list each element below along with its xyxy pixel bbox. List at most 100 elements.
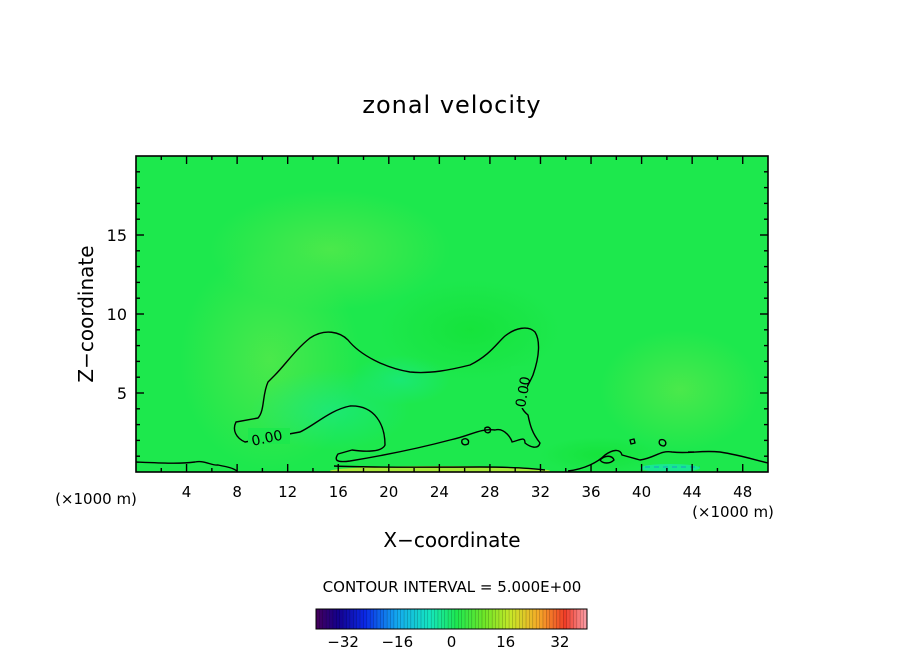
x-tick-label: 16	[329, 483, 348, 501]
colorbar-cell	[512, 609, 517, 629]
colorbar-tick-label: 32	[550, 633, 569, 651]
contour-small-closed-e	[484, 426, 492, 434]
colorbar-cell	[329, 609, 334, 629]
colorbar-cell	[475, 609, 479, 629]
colorbar-cell	[390, 609, 395, 629]
colorbar-cell	[519, 609, 523, 629]
colorbar-cell	[471, 609, 476, 629]
colorbar-cell	[526, 609, 530, 629]
contour-label-left: 0.00	[250, 428, 284, 450]
colorbar-cell	[539, 609, 544, 629]
colorbar-cell	[454, 609, 459, 629]
zero-contours	[136, 327, 768, 472]
colorbar-cell	[332, 609, 337, 629]
x-axis-label: X−coordinate	[383, 528, 520, 552]
colorbar-cell	[481, 609, 486, 629]
x-tick-label: 20	[379, 483, 398, 501]
field-shade-light-right	[600, 330, 760, 450]
tick-marks	[136, 156, 768, 472]
contour-upper-plume	[233, 327, 541, 463]
y-unit-label: (×1000 m)	[55, 490, 137, 508]
colorbar-cell	[360, 609, 364, 629]
colorbar-cell	[363, 609, 368, 629]
colorbar-cell	[553, 609, 557, 629]
colorbar-cell	[437, 609, 442, 629]
colorbar-cell	[424, 609, 429, 629]
colorbar-cell	[546, 609, 551, 629]
colorbar-cell	[336, 609, 341, 629]
colorbar-cell	[407, 609, 412, 629]
colorbar-cell	[576, 609, 581, 629]
colorbar-cell	[549, 609, 554, 629]
colorbar-cell	[509, 609, 513, 629]
colorbar-cell	[353, 609, 357, 629]
colorbar-cell	[488, 609, 493, 629]
colorbar-cell	[397, 609, 401, 629]
contour-small-closed-b	[599, 455, 615, 464]
contour-surface-right	[567, 449, 768, 472]
colorbar-cell	[316, 609, 320, 629]
colorbar-cell	[346, 609, 351, 629]
colorbar-cell	[387, 609, 391, 629]
colorbar-cell	[380, 609, 385, 629]
x-tick-label: 48	[733, 483, 752, 501]
colorbar-cell	[421, 609, 425, 629]
colorbar-tick-labels: −32 −16 0 16 32	[327, 633, 569, 651]
colorbar-cell	[542, 609, 547, 629]
colorbar-cell	[492, 609, 496, 629]
contour-label-bg-left	[248, 428, 290, 444]
colorbar-cell	[529, 609, 534, 629]
colorbar-cell	[444, 609, 449, 629]
colorbar-cell	[343, 609, 347, 629]
x-tick-label: 36	[581, 483, 600, 501]
contour-interval-text: CONTOUR INTERVAL = 5.000E+00	[323, 578, 582, 596]
contour-surface-left	[136, 460, 238, 472]
colorbar-cell	[515, 609, 520, 629]
y-tick-label: 15	[107, 226, 127, 245]
x-tick-label: 32	[531, 483, 550, 501]
colorbar-cell	[349, 609, 354, 629]
colorbar-frame	[315, 608, 588, 630]
colorbar-cell	[451, 609, 456, 629]
colorbar-cell	[448, 609, 452, 629]
colorbar-cell	[498, 609, 503, 629]
colorbar-cell	[580, 609, 584, 629]
colorbar-cell	[373, 609, 378, 629]
colorbar-cell	[400, 609, 405, 629]
y-tick-label: 5	[117, 384, 127, 403]
x-tick-labels: 4 8 12 16 20 24 28 32 36 40 44 48	[182, 483, 752, 501]
colorbar-tick-label: 0	[447, 633, 457, 651]
x-tick-label: 28	[480, 483, 499, 501]
colorbar-cell	[339, 609, 344, 629]
field-shade-light-top	[210, 190, 450, 310]
contour-small-closed-c	[629, 438, 636, 445]
colorbar-cell	[434, 609, 439, 629]
colorbar-cell	[319, 609, 324, 629]
contour-surface-center	[333, 465, 546, 471]
colorbar-cell	[573, 609, 578, 629]
y-axis-label: Z−coordinate	[74, 245, 98, 382]
colorbar-cell	[522, 609, 527, 629]
colorbar-cell	[370, 609, 374, 629]
colorbar-cell	[441, 609, 446, 629]
colorbar-cell	[326, 609, 330, 629]
colorbar-cell	[468, 609, 473, 629]
contour-label-bg-right	[511, 366, 527, 408]
colorbar-cell	[536, 609, 540, 629]
colorbar-cell	[583, 609, 588, 629]
colorbar-cell	[431, 609, 435, 629]
colorbar-cell	[458, 609, 462, 629]
colorbar-cell	[495, 609, 500, 629]
colorbar-cell	[502, 609, 506, 629]
colorbar-cell	[410, 609, 415, 629]
colorbar-cell	[461, 609, 466, 629]
colorbar-tick-label: 16	[496, 633, 515, 651]
x-tick-label: 40	[632, 483, 651, 501]
colorbar	[315, 609, 588, 629]
colorbar-cell	[563, 609, 567, 629]
colorbar-tick-label: −16	[381, 633, 413, 651]
colorbar-cell	[485, 609, 490, 629]
x-tick-label: 12	[278, 483, 297, 501]
plot-area: 0.00 0.00	[136, 156, 768, 472]
